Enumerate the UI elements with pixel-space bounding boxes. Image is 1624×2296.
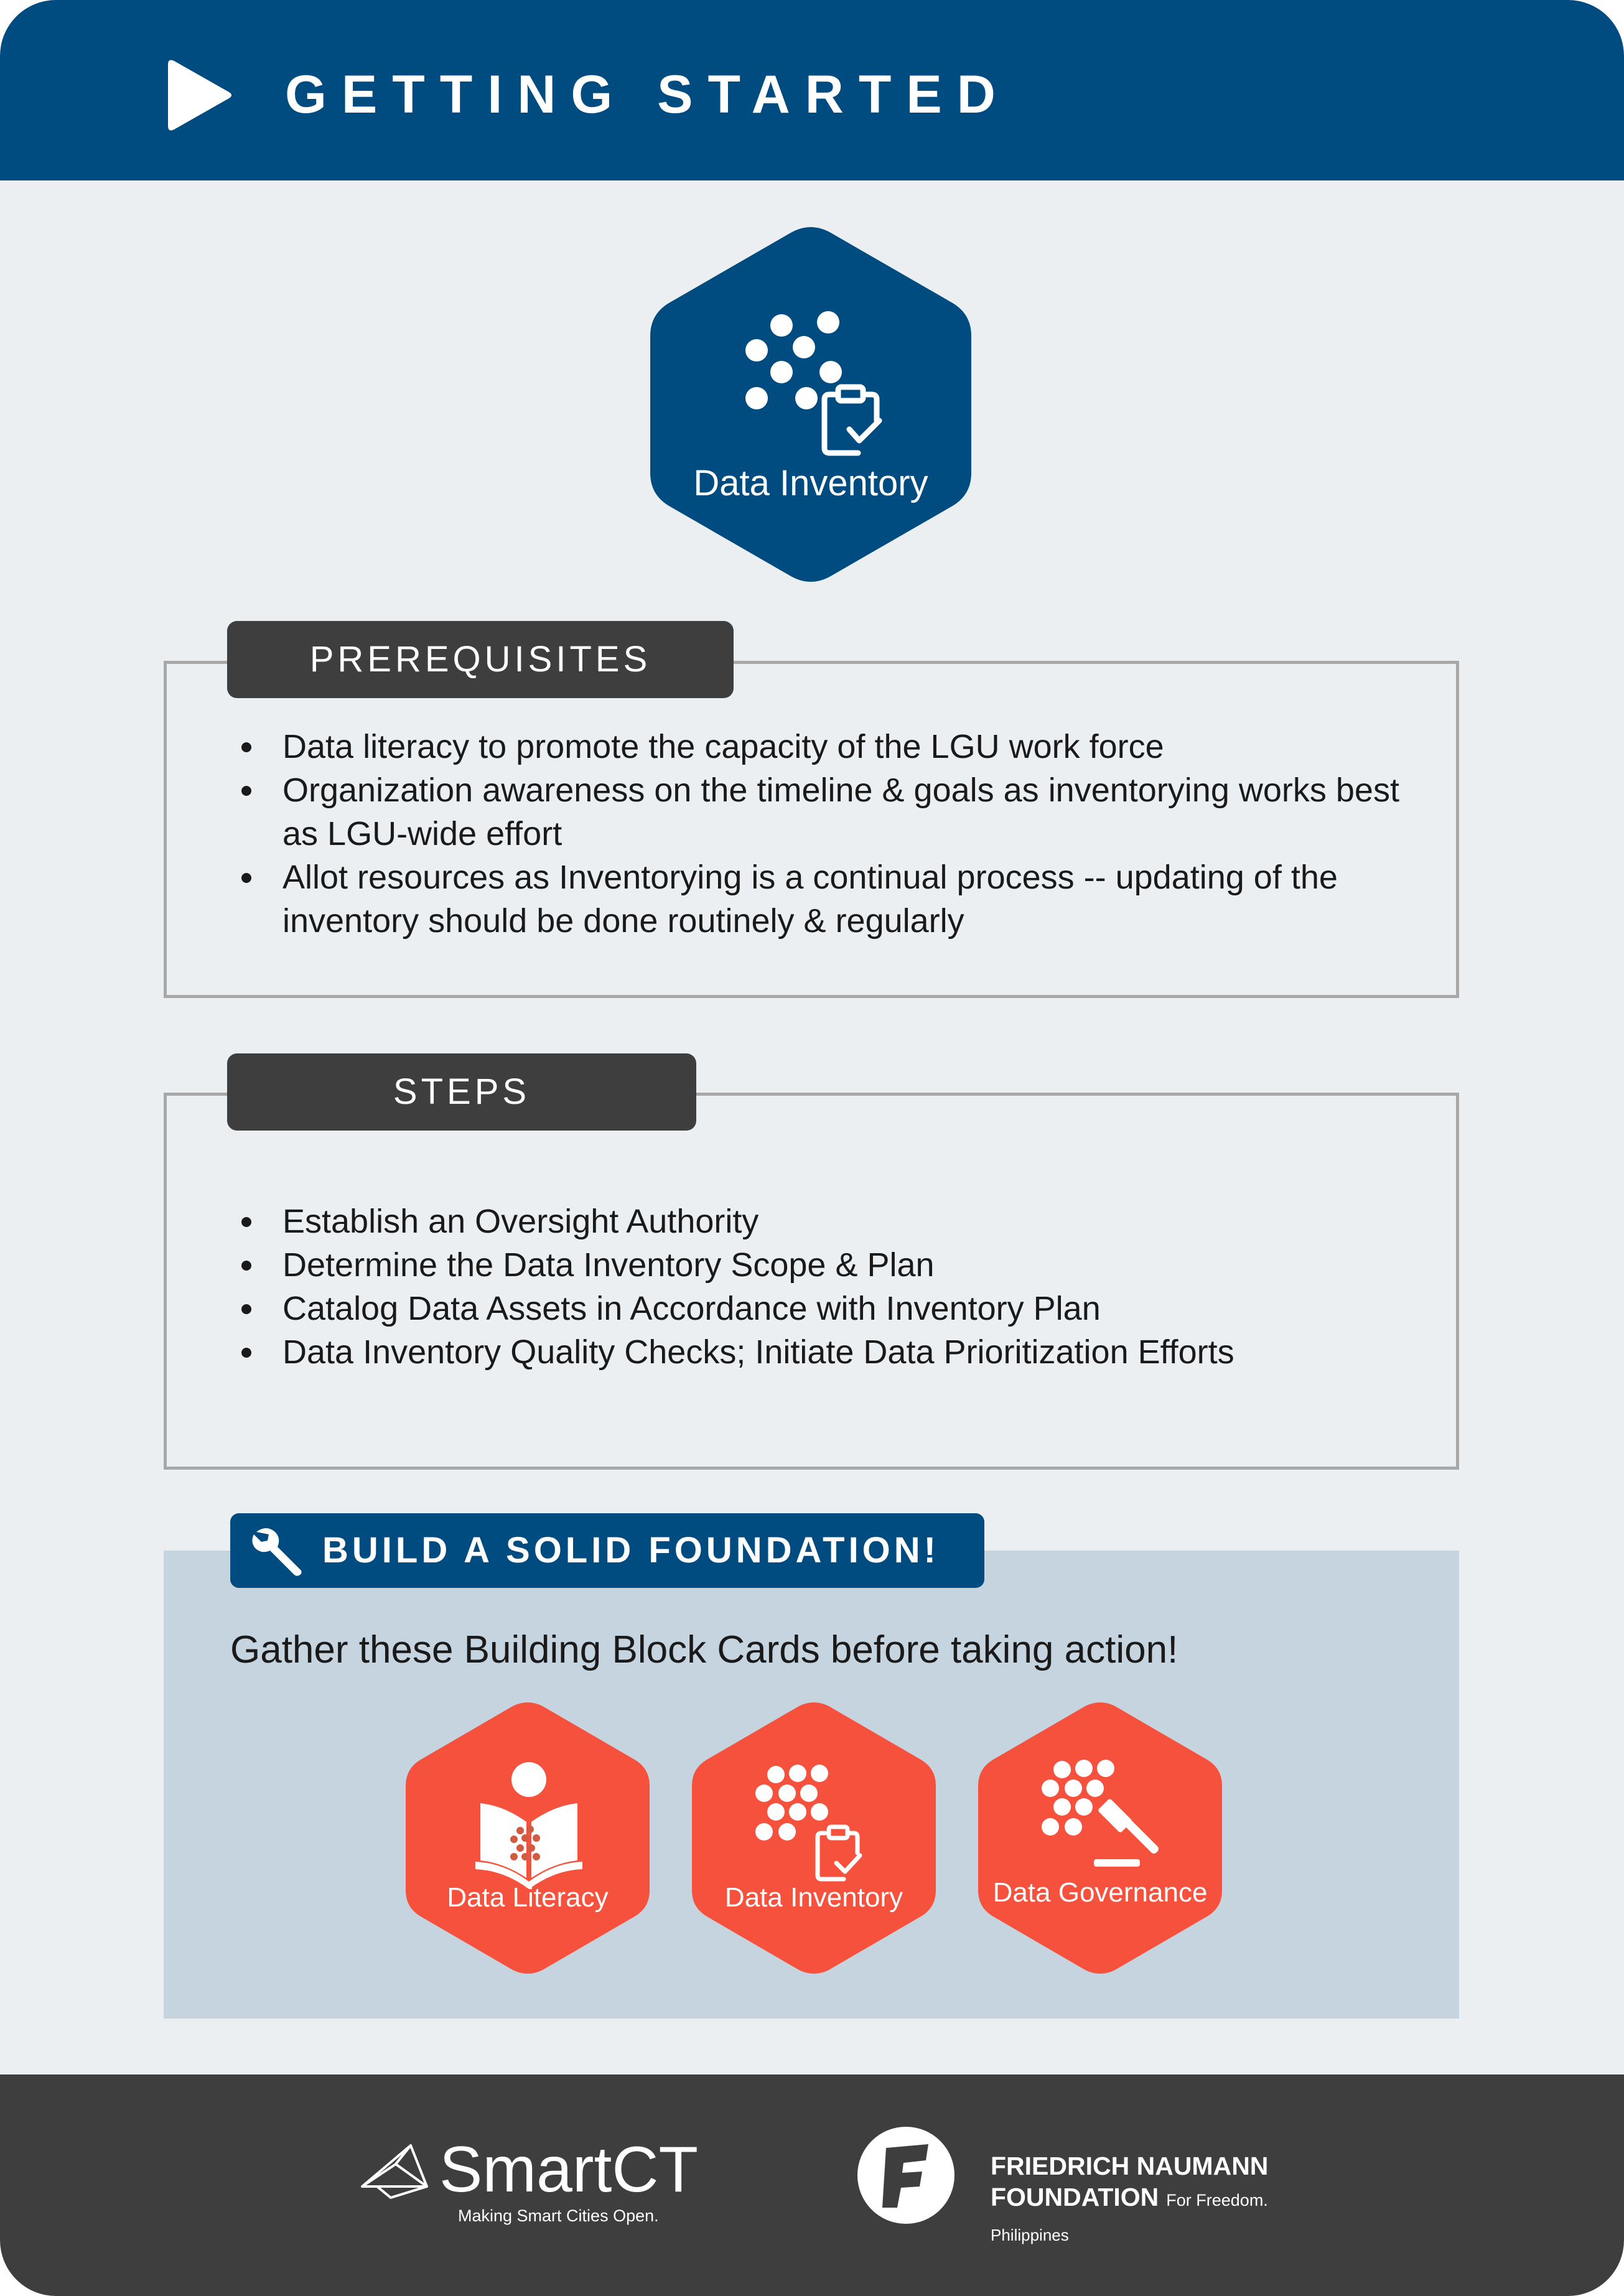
list-item: Catalog Data Assets in Accordance with I… [229, 1287, 1411, 1330]
list-item: Data Inventory Quality Checks; Initiate … [229, 1330, 1411, 1374]
foundation-subtitle: Gather these Building Block Cards before… [230, 1628, 1178, 1671]
fnf-tagline: For Freedom. [1166, 2191, 1268, 2210]
header-bar [0, 0, 1624, 180]
data-inventory-hexagon [650, 227, 971, 582]
list-item: Allot resources as Inventorying is a con… [229, 856, 1411, 943]
steps-list: Establish an Oversight Authority Determi… [229, 1200, 1411, 1374]
data-inventory-card [692, 1702, 936, 1974]
data-literacy-label: Data Literacy [447, 1882, 609, 1913]
list-item: Establish an Oversight Authority [229, 1200, 1411, 1243]
prerequisites-heading: PREREQUISITES [227, 621, 734, 698]
steps-box [164, 1093, 1459, 1470]
prerequisites-box [164, 661, 1459, 998]
list-item: Determine the Data Inventory Scope & Pla… [229, 1243, 1411, 1287]
footer [0, 2074, 1624, 2296]
foundation-title: BUILD A SOLID FOUNDATION! [322, 1530, 940, 1570]
prerequisites-list: Data literacy to promote the capacity of… [229, 725, 1411, 943]
steps-heading: STEPS [227, 1053, 696, 1131]
fnf-country: Philippines [991, 2226, 1069, 2244]
play-icon [168, 60, 231, 131]
list-item: Data literacy to promote the capacity of… [229, 725, 1411, 768]
fnf-logo-icon [857, 2127, 954, 2224]
fnf-name-line2: FOUNDATION For Freedom. [991, 2182, 1268, 2213]
smartct-logo-icon [361, 2144, 428, 2199]
list-item: Organization awareness on the timeline &… [229, 768, 1411, 856]
data-literacy-card [406, 1702, 650, 1974]
fnf-name-line1: FRIEDRICH NAUMANN [991, 2152, 1269, 2180]
data-governance-card [978, 1702, 1222, 1974]
book-icon [475, 1762, 582, 1889]
smartct-name: SmartCT [439, 2134, 698, 2206]
smartct-tagline: Making Smart Cities Open. [458, 2206, 659, 2225]
page-title: GETTING STARTED [285, 65, 1010, 124]
data-inventory-icon [745, 311, 842, 409]
foundation-tab [230, 1513, 984, 1588]
gavel-icon [1094, 1799, 1159, 1867]
wrench-icon [252, 1528, 302, 1576]
data-inventory-card-label: Data Inventory [724, 1882, 903, 1913]
clipboard-icon [821, 384, 882, 456]
data-governance-label: Data Governance [992, 1877, 1208, 1908]
fnf-name-line2-text: FOUNDATION [991, 2183, 1159, 2211]
clipboard-icon [815, 1824, 862, 1882]
data-inventory-label: Data Inventory [693, 463, 928, 503]
